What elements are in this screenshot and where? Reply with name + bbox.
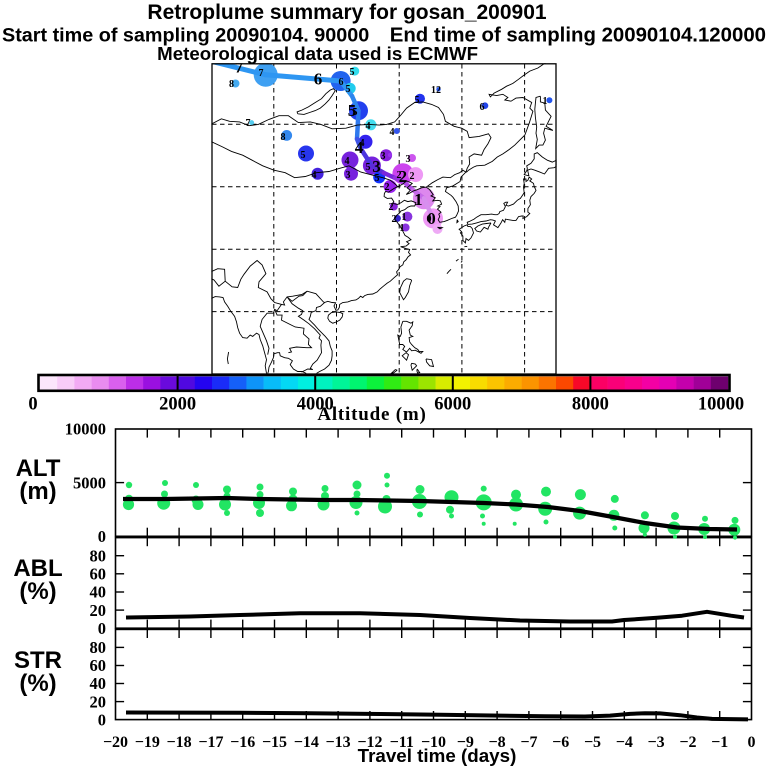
- svg-text:60: 60: [90, 565, 107, 584]
- svg-text:−5: −5: [584, 734, 601, 751]
- svg-text:Start time of sampling 2009010: Start time of sampling 20090104. 90000: [2, 25, 369, 47]
- svg-text:−4: −4: [616, 734, 633, 751]
- svg-text:0: 0: [98, 619, 106, 638]
- svg-text:3: 3: [381, 151, 386, 162]
- svg-text:−11: −11: [390, 734, 414, 751]
- svg-text:Altitude (m): Altitude (m): [317, 404, 426, 425]
- svg-text:12: 12: [431, 85, 441, 96]
- svg-text:8: 8: [281, 132, 286, 143]
- svg-text:−1: −1: [711, 734, 728, 751]
- svg-text:7: 7: [259, 68, 264, 79]
- svg-text:10000: 10000: [65, 420, 106, 439]
- svg-text:0: 0: [427, 214, 432, 225]
- svg-text:10000: 10000: [698, 395, 744, 415]
- svg-text:−12: −12: [357, 734, 382, 751]
- svg-text:20: 20: [90, 692, 107, 711]
- svg-text:1: 1: [402, 212, 407, 223]
- svg-text:3: 3: [346, 170, 351, 181]
- svg-text:4: 4: [360, 138, 365, 149]
- svg-text:0: 0: [98, 710, 106, 729]
- svg-text:5: 5: [375, 173, 380, 184]
- svg-text:2: 2: [410, 171, 415, 182]
- svg-text:0: 0: [427, 209, 436, 228]
- svg-text:4000: 4000: [297, 395, 334, 415]
- svg-text:−7: −7: [520, 734, 537, 751]
- svg-text:60: 60: [90, 656, 107, 675]
- svg-text:5: 5: [350, 67, 355, 78]
- svg-text:80: 80: [90, 638, 107, 657]
- svg-text:−19: −19: [135, 734, 160, 751]
- svg-text:−15: −15: [262, 734, 287, 751]
- svg-text:4: 4: [355, 138, 364, 157]
- svg-text:3: 3: [372, 157, 381, 176]
- svg-text:Retroplume summary for gosan_2: Retroplume summary for gosan_200901: [147, 1, 546, 24]
- svg-text:1: 1: [400, 223, 405, 234]
- svg-text:−18: −18: [167, 734, 192, 751]
- svg-text:2000: 2000: [159, 395, 196, 415]
- svg-text:4: 4: [366, 121, 371, 132]
- svg-text:−10: −10: [421, 734, 446, 751]
- svg-text:5: 5: [348, 101, 357, 120]
- svg-text:−20: −20: [103, 734, 128, 751]
- svg-text:(%): (%): [19, 670, 56, 697]
- svg-text:6: 6: [480, 102, 485, 113]
- svg-text:(%): (%): [19, 578, 56, 605]
- svg-text:STR: STR: [14, 647, 62, 674]
- svg-text:3: 3: [406, 154, 411, 165]
- svg-text:2: 2: [399, 167, 408, 186]
- svg-text:4: 4: [312, 170, 317, 181]
- svg-text:2: 2: [397, 170, 402, 181]
- svg-text:2: 2: [392, 214, 397, 225]
- svg-text:0: 0: [98, 527, 106, 546]
- svg-text:1: 1: [414, 190, 423, 209]
- svg-text:5: 5: [366, 162, 371, 173]
- svg-text:8000: 8000: [572, 395, 609, 415]
- svg-text:−17: −17: [198, 734, 223, 751]
- svg-text:2: 2: [389, 202, 394, 213]
- svg-text:−8: −8: [489, 734, 506, 751]
- svg-text:ALT: ALT: [16, 455, 61, 482]
- svg-text:Meteorological data used is EC: Meteorological data used is ECMWF: [157, 43, 478, 64]
- svg-text:1: 1: [543, 96, 548, 107]
- svg-text:0: 0: [748, 734, 756, 751]
- svg-text:0: 0: [28, 395, 37, 415]
- svg-text:−13: −13: [326, 734, 351, 751]
- svg-text:Travel time (days): Travel time (days): [358, 745, 517, 766]
- svg-text:(m): (m): [19, 478, 56, 505]
- svg-text:−6: −6: [552, 734, 569, 751]
- svg-text:−3: −3: [648, 734, 665, 751]
- svg-text:5: 5: [415, 95, 420, 106]
- svg-text:6: 6: [339, 77, 344, 88]
- svg-text:7: 7: [235, 58, 244, 77]
- svg-text:4: 4: [345, 156, 350, 167]
- svg-text:5000: 5000: [73, 473, 106, 492]
- svg-text:5: 5: [353, 107, 358, 118]
- svg-text:40: 40: [90, 674, 107, 693]
- svg-text:20: 20: [90, 601, 107, 620]
- svg-text:−2: −2: [679, 734, 696, 751]
- svg-text:2: 2: [385, 182, 390, 193]
- svg-text:80: 80: [90, 546, 107, 565]
- svg-text:6000: 6000: [434, 395, 471, 415]
- svg-text:6: 6: [314, 70, 323, 89]
- svg-text:7: 7: [246, 118, 251, 129]
- svg-text:4: 4: [390, 127, 395, 138]
- svg-text:5: 5: [301, 150, 306, 161]
- svg-text:40: 40: [90, 583, 107, 602]
- svg-text:−14: −14: [294, 734, 319, 751]
- svg-text:End time of sampling 20090104.: End time of sampling 20090104.120000: [390, 25, 766, 47]
- svg-text:8: 8: [229, 79, 234, 90]
- svg-text:5: 5: [346, 84, 351, 95]
- svg-text:−16: −16: [230, 734, 255, 751]
- svg-text:−9: −9: [457, 734, 474, 751]
- svg-text:ABL: ABL: [13, 555, 62, 582]
